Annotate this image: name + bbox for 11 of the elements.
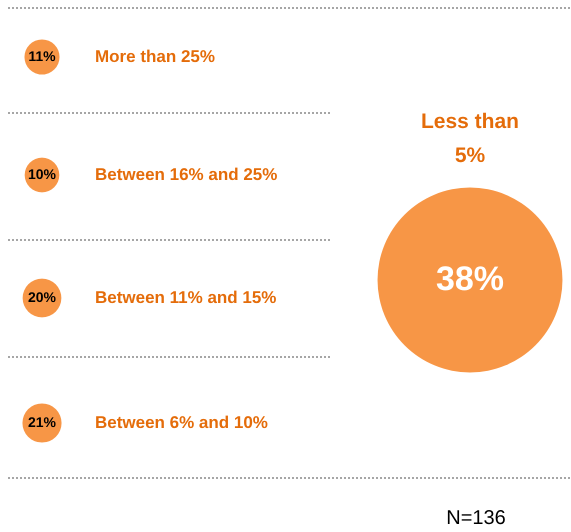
data-label: 10%	[28, 166, 57, 182]
text: N=136	[446, 507, 506, 529]
category-label: More than 25%	[95, 47, 215, 66]
category-label: Between 11% and 15%	[95, 288, 276, 307]
data-label: 38%	[436, 260, 504, 298]
data-label: 11%	[28, 48, 56, 64]
data-label: 21%	[28, 414, 57, 430]
category-label: Between 16% and 25%	[95, 165, 278, 184]
data-label: 20%	[28, 289, 57, 305]
category-label: Less than 5%	[420, 110, 520, 167]
category-label: Between 6% and 10%	[95, 413, 268, 432]
